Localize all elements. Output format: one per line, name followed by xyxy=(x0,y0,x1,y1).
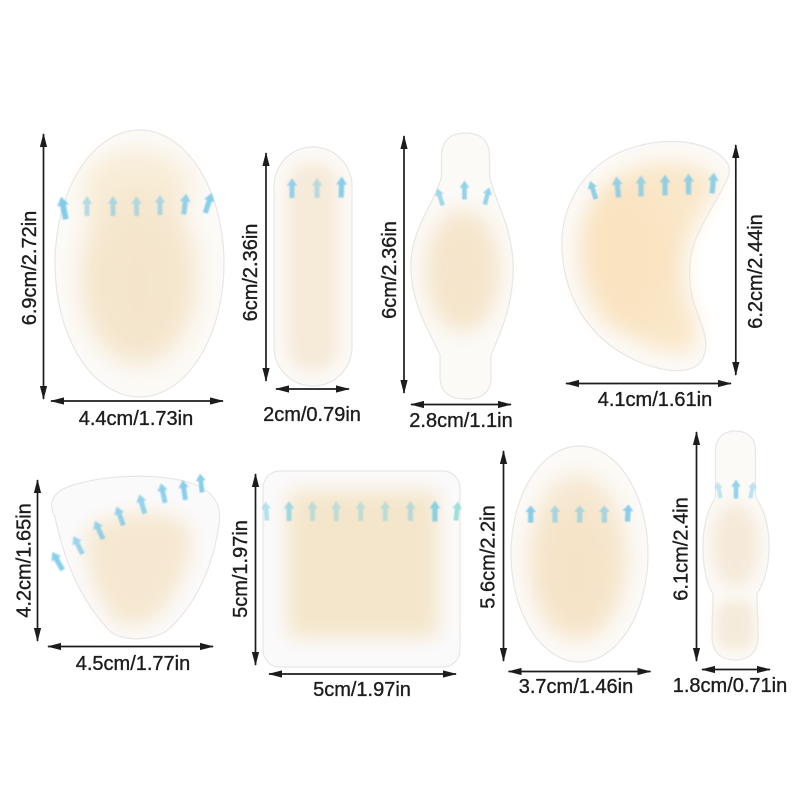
svg-text:6.2cm/2.44in: 6.2cm/2.44in xyxy=(745,214,767,329)
svg-text:6.9cm/2.72in: 6.9cm/2.72in xyxy=(19,211,41,326)
svg-text:2cm/0.79in: 2cm/0.79in xyxy=(263,404,361,426)
svg-text:4.2cm/1.65in: 4.2cm/1.65in xyxy=(14,503,36,618)
svg-text:6cm/2.36in: 6cm/2.36in xyxy=(240,224,262,322)
svg-text:2.8cm/1.1in: 2.8cm/1.1in xyxy=(409,410,512,432)
svg-text:6cm/2.36in: 6cm/2.36in xyxy=(379,221,401,319)
svg-text:5cm/1.97in: 5cm/1.97in xyxy=(313,679,411,701)
svg-text:4.1cm/1.61in: 4.1cm/1.61in xyxy=(598,389,713,411)
svg-text:6.1cm/2.4in: 6.1cm/2.4in xyxy=(671,497,693,600)
svg-text:5.6cm/2.2in: 5.6cm/2.2in xyxy=(478,505,500,608)
svg-text:4.5cm/1.77in: 4.5cm/1.77in xyxy=(76,653,191,675)
svg-text:3.7cm/1.46in: 3.7cm/1.46in xyxy=(519,676,634,698)
svg-text:1.8cm/0.71in: 1.8cm/0.71in xyxy=(673,675,788,697)
svg-text:5cm/1.97in: 5cm/1.97in xyxy=(230,520,252,618)
svg-text:4.4cm/1.73in: 4.4cm/1.73in xyxy=(79,408,194,430)
